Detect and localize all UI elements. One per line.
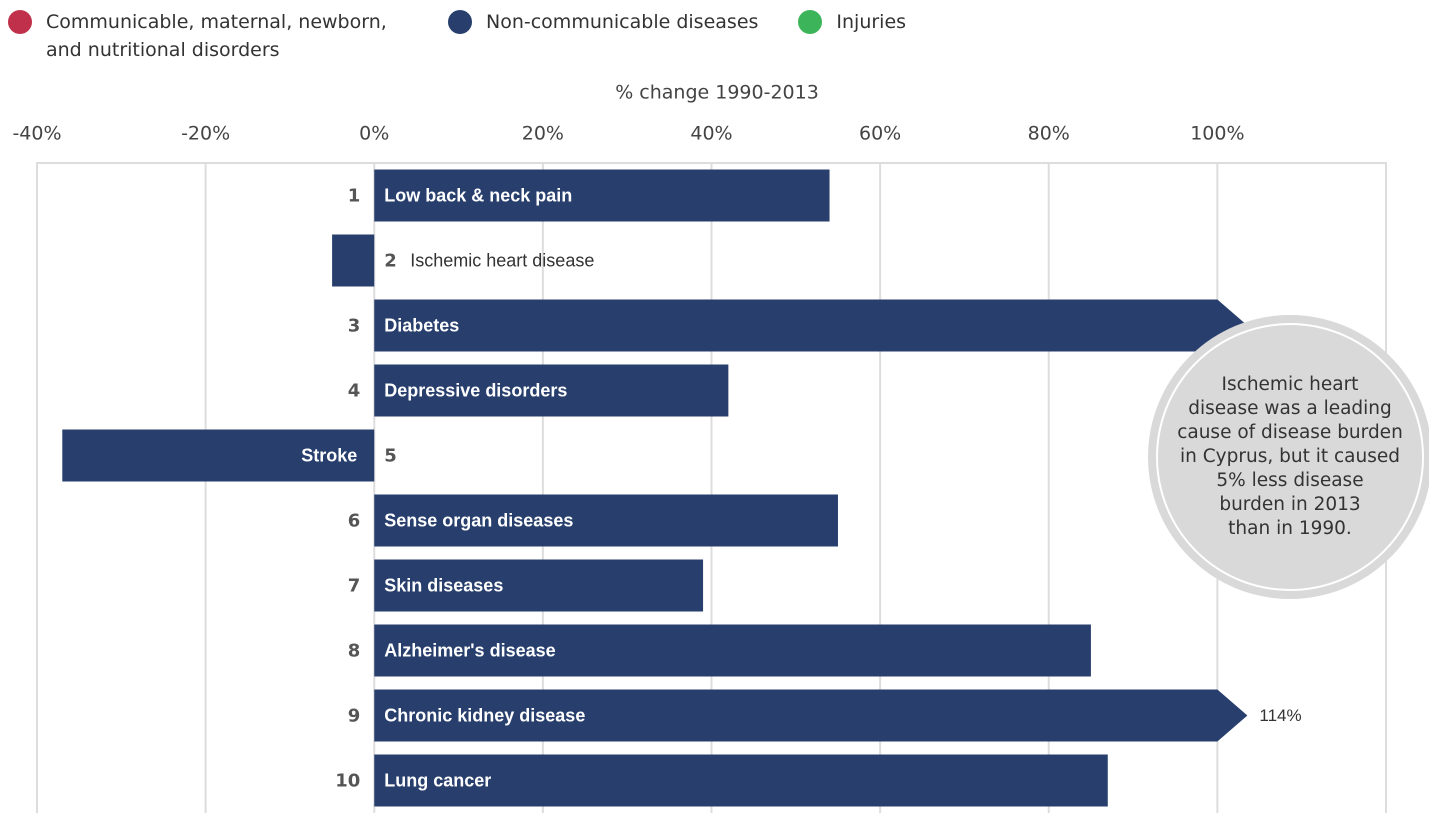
bar xyxy=(332,234,375,287)
x-tick-label: 40% xyxy=(690,123,732,145)
bar-label: Alzheimer's disease xyxy=(384,640,555,660)
legend: Communicable, maternal, newborn, and nut… xyxy=(8,8,946,64)
rank: 5 xyxy=(384,446,397,467)
x-axis-label: % change 1990-2013 xyxy=(615,82,819,104)
annotation-ring xyxy=(1156,323,1424,591)
x-tick-label: -20% xyxy=(181,123,230,145)
x-tick-label: 100% xyxy=(1190,123,1244,145)
annotation-text: in Cyprus, but it caused xyxy=(1180,446,1400,467)
annotation-text: than in 1990. xyxy=(1228,518,1352,539)
legend-item: Communicable, maternal, newborn, and nut… xyxy=(8,8,408,64)
bar xyxy=(374,299,1248,352)
annotation-text: disease was a leading xyxy=(1188,398,1392,419)
x-tick-label: 80% xyxy=(1028,123,1070,145)
bar-label: Sense organ diseases xyxy=(384,510,573,530)
bar xyxy=(374,169,830,222)
bar xyxy=(374,559,704,612)
annotation-text: cause of disease burden xyxy=(1177,422,1403,443)
legend-swatch xyxy=(8,10,32,34)
rank: 2 xyxy=(384,251,397,272)
bar xyxy=(374,689,1248,742)
bar-label: Depressive disorders xyxy=(384,380,567,400)
bar xyxy=(62,429,375,482)
bar xyxy=(374,754,1108,807)
legend-label: Injuries xyxy=(836,11,907,33)
bar xyxy=(374,494,838,547)
rank: 7 xyxy=(348,576,361,597)
legend-swatch xyxy=(448,10,472,34)
bar-label: Low back & neck pain xyxy=(384,185,572,205)
bar xyxy=(374,624,1091,677)
x-tick-label: -40% xyxy=(12,123,61,145)
legend-item: Non-communicable diseases xyxy=(448,8,758,36)
bar-label: Chronic kidney disease xyxy=(384,705,585,725)
x-tick-label: 0% xyxy=(359,123,389,145)
annotation-text: burden in 2013 xyxy=(1219,494,1360,515)
rank: 10 xyxy=(335,771,360,792)
legend-item: Injuries xyxy=(798,8,906,36)
rank: 9 xyxy=(348,706,361,727)
rank: 4 xyxy=(348,381,361,402)
annotation-text: Ischemic heart xyxy=(1222,374,1359,395)
x-tick-label: 60% xyxy=(859,123,901,145)
legend-swatch xyxy=(798,10,823,34)
rank: 6 xyxy=(348,511,361,532)
bar-label: Lung cancer xyxy=(384,770,491,790)
rank: 3 xyxy=(348,316,361,337)
value-label: 114% xyxy=(1259,706,1301,725)
annotation-text: 5% less disease xyxy=(1216,470,1363,491)
legend-label: Communicable, maternal, newborn, and nut… xyxy=(46,11,387,61)
bar xyxy=(374,364,729,417)
bar-label: Skin diseases xyxy=(384,575,503,595)
x-tick-label: 20% xyxy=(522,123,564,145)
bar-label: Ischemic heart disease xyxy=(410,250,594,270)
bar-label: Diabetes xyxy=(384,315,459,335)
legend-label: Non-communicable diseases xyxy=(486,11,759,33)
rank: 1 xyxy=(348,186,361,207)
rank: 8 xyxy=(348,641,361,662)
bar-label: Stroke xyxy=(301,445,357,465)
annotation-bubble xyxy=(1148,315,1429,599)
